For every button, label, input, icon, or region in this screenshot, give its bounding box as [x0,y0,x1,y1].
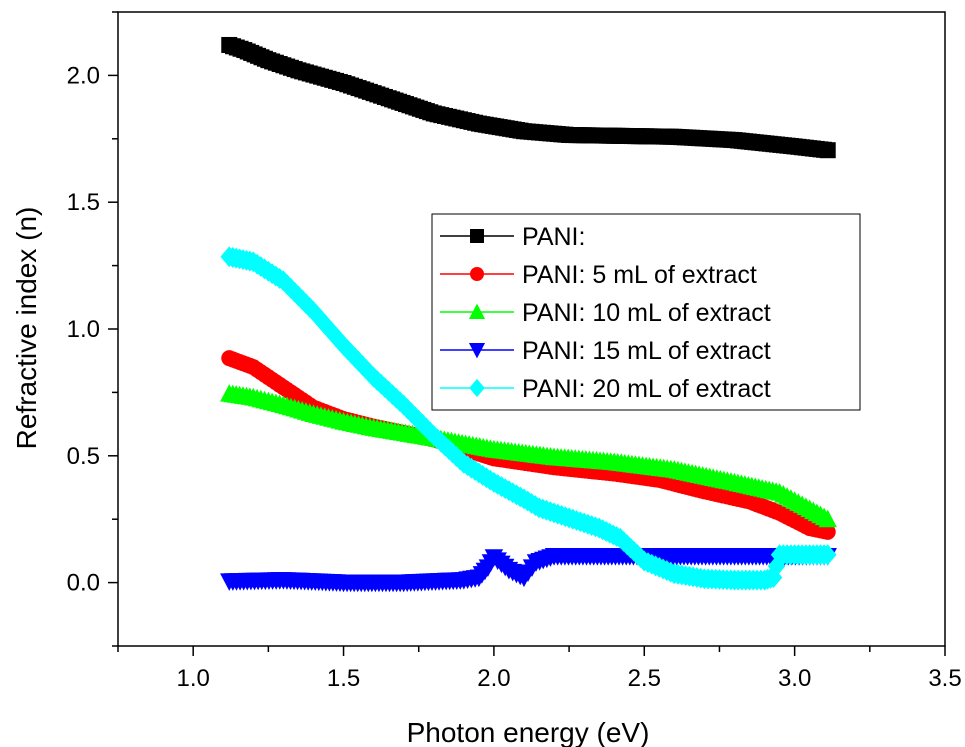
legend-item: PANI: 20 mL of extract [440,375,771,403]
plot-marks [220,36,837,593]
series-1-marker [819,142,836,159]
legend-label: PANI: 20 mL of extract [522,375,771,403]
y-tick-label: 2.0 [67,62,100,89]
legend-item: PANI: [440,223,585,251]
legend-label: PANI: [522,223,585,251]
x-tick-label: 2.0 [477,665,510,692]
x-axis-title: Photon energy (eV) [407,717,650,747]
ticks: 1.0 1.5 2.0 2.5 3.0 3.5 0.0 0.5 1.0 1.5 2.0 [67,11,962,692]
series-3 [220,384,837,528]
x-tick-label: 3.0 [778,665,811,692]
series-5-marker [818,544,837,566]
y-axis-title: Refractive index (n) [11,207,42,450]
series-5 [220,246,837,591]
legend-label: PANI: 5 mL of extract [522,261,757,289]
legend-item: PANI: 5 mL of extract [440,261,757,289]
series-2-marker [819,523,836,540]
legend-label: PANI: 10 mL of extract [522,299,771,327]
series-3-marker [818,509,837,528]
y-tick-label: 0.5 [67,443,100,470]
legend-item: PANI: 10 mL of extract [440,299,771,327]
y-tick-label: 0.0 [67,570,100,597]
x-tick-label: 3.5 [928,665,961,692]
legend-swatch-marker [469,378,485,398]
series-1 [221,36,836,159]
legend-swatch-marker [470,267,484,281]
legend-label: PANI: 15 mL of extract [522,337,771,365]
legend-swatch-marker [470,229,484,243]
series-5-marker [764,567,783,588]
x-tick-label: 1.0 [176,665,209,692]
x-tick-label: 1.5 [327,665,360,692]
legend: PANI: PANI: 5 mL of extract PANI: 10 mL of… [431,213,861,411]
legend-swatch-marker [468,343,486,359]
y-tick-label: 1.0 [67,316,100,343]
legend-item: PANI: 15 mL of extract [440,337,771,365]
y-tick-label: 1.5 [67,189,100,216]
x-tick-label: 2.5 [628,665,661,692]
legend-swatch-marker [468,303,486,319]
